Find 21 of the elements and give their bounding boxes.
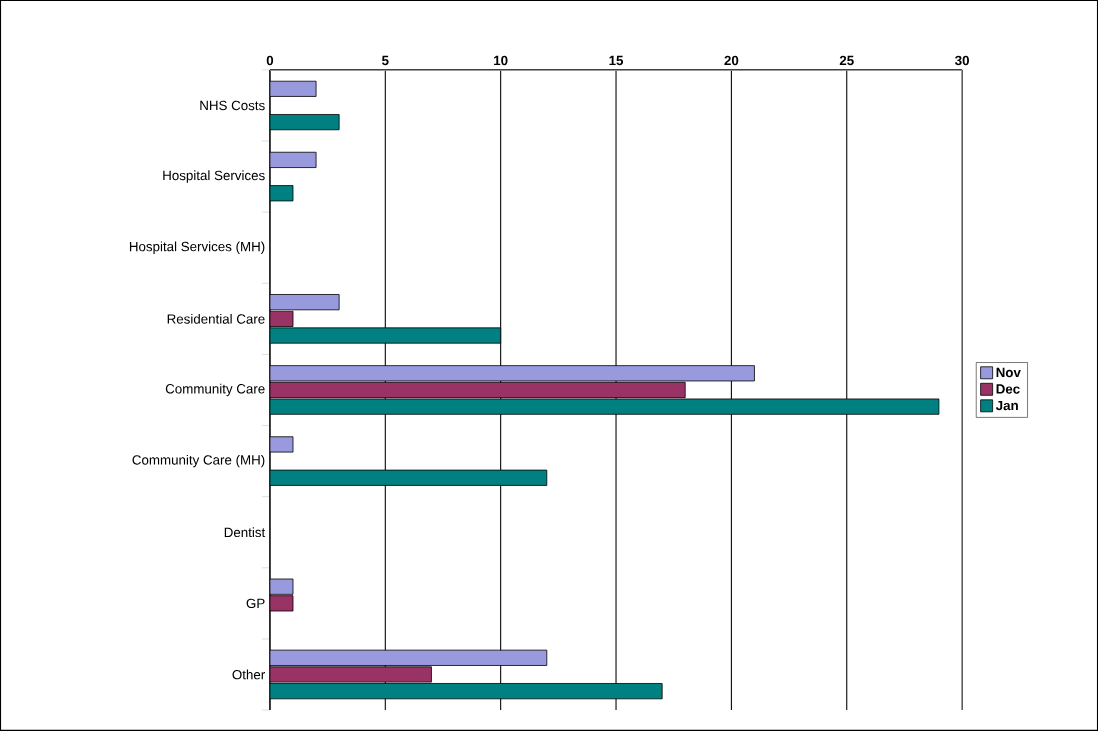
- x-tick-label: 30: [955, 55, 969, 66]
- x-tick-label: 5: [382, 55, 389, 66]
- legend-label: Nov: [996, 367, 1021, 378]
- bar: [269, 666, 432, 683]
- x-tick-label: 20: [724, 55, 739, 66]
- y-tick-label: Hospital Services: [163, 170, 265, 183]
- x-tick-label: 25: [839, 55, 854, 66]
- y-tick-label: Hospital Services (MH): [129, 241, 265, 254]
- bar: [269, 381, 686, 399]
- y-tick-label: GP: [246, 598, 265, 609]
- y-tick-label: Residential Care: [167, 313, 265, 324]
- y-tick-label: Dentist: [224, 527, 266, 538]
- y-tick-label: NHS Costs: [200, 100, 265, 111]
- y-tick-label: Other: [232, 669, 266, 680]
- x-tick-label: 10: [494, 55, 508, 66]
- legend-label: Dec: [996, 384, 1020, 394]
- x-tick-label: 0: [266, 55, 274, 66]
- y-tick-label: Community Care (MH): [132, 454, 265, 468]
- x-tick-label: 15: [609, 55, 624, 66]
- y-tick-label: Community Care: [165, 383, 265, 397]
- legend-label: Jan: [995, 400, 1018, 411]
